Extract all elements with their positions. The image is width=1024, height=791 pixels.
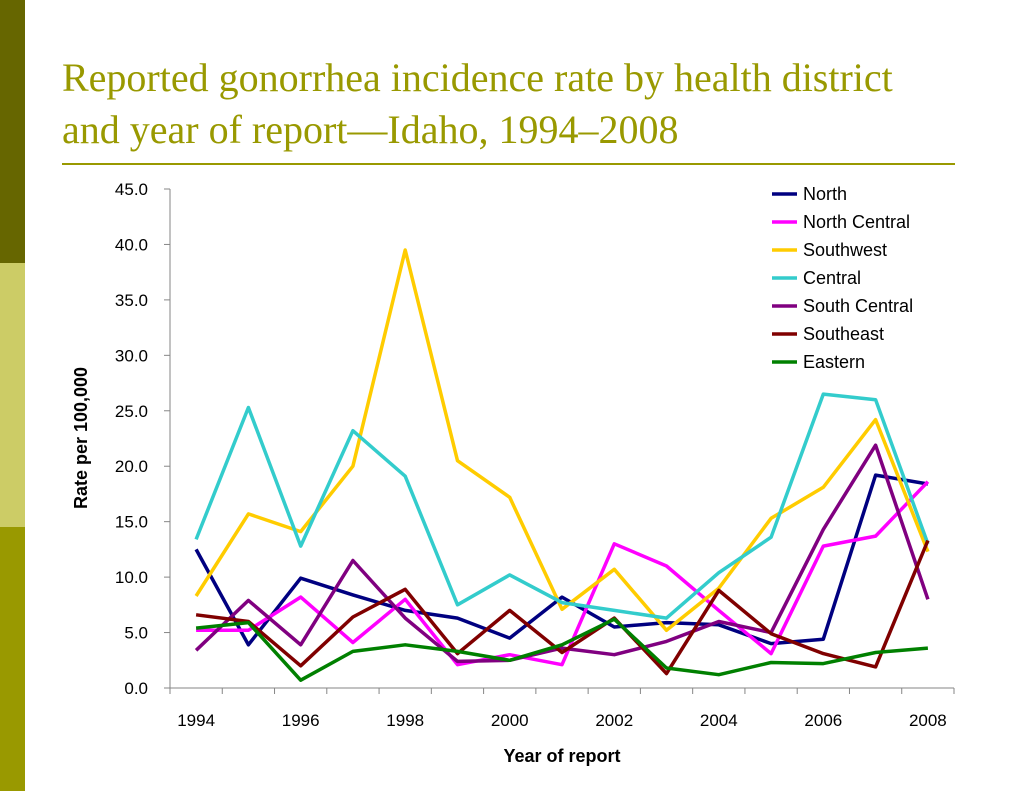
y-tick-label: 20.0: [115, 457, 148, 476]
y-axis-title: Rate per 100,000: [71, 367, 91, 509]
y-tick-label: 25.0: [115, 402, 148, 421]
x-axis-title: Year of report: [503, 746, 620, 766]
x-tick-label: 2004: [700, 711, 738, 730]
legend-label-central: Central: [803, 268, 861, 288]
side-bar-dark: [0, 0, 25, 263]
legend-label-eastern: Eastern: [803, 352, 865, 372]
y-tick-label: 10.0: [115, 568, 148, 587]
y-tick-label: 5.0: [124, 624, 148, 643]
series-line-eastern: [195, 617, 929, 682]
y-tick-label: 45.0: [115, 180, 148, 199]
legend-label-south-central: South Central: [803, 296, 913, 316]
legend-label-southwest: Southwest: [803, 240, 887, 260]
y-tick-label: 30.0: [115, 346, 148, 365]
x-tick-label: 1994: [177, 711, 215, 730]
x-tick-label: 2002: [595, 711, 633, 730]
series-line-north-central: [196, 480, 930, 667]
title-divider: [62, 163, 955, 165]
series-line-north: [194, 473, 929, 647]
x-tick-label: 2000: [491, 711, 529, 730]
series-line-south-central: [194, 443, 930, 664]
title-line-1: Reported gonorrhea incidence rate by hea…: [62, 55, 893, 100]
series-lines: [194, 248, 930, 682]
side-bar-mid: [0, 527, 25, 791]
legend: North North Central Southwest Central South …: [772, 184, 913, 372]
series-line-central: [194, 392, 930, 620]
x-tick-label: 2008: [909, 711, 947, 730]
y-tick-label: 40.0: [115, 235, 148, 254]
slide-title: Reported gonorrhea incidence rate by hea…: [62, 52, 1012, 156]
legend-label-southeast: Southeast: [803, 324, 884, 344]
y-tick-label: 0.0: [124, 679, 148, 698]
x-tick-label: 2006: [804, 711, 842, 730]
series-line-southeast: [195, 539, 930, 676]
x-tick-label: 1998: [386, 711, 424, 730]
legend-label-north: North: [803, 184, 847, 204]
legend-label-north-central: North Central: [803, 212, 910, 232]
y-tick-label: 35.0: [115, 291, 148, 310]
axes: 0.0 5.0 10.0 15.0 20.0 25.0 30.0 35.0 40.0 45.0 19…: [115, 180, 955, 730]
side-bar-light: [0, 263, 25, 527]
x-tick-label: 1996: [282, 711, 320, 730]
title-line-2: and year of report—Idaho, 1994–2008: [62, 107, 679, 152]
y-tick-label: 15.0: [115, 513, 148, 532]
